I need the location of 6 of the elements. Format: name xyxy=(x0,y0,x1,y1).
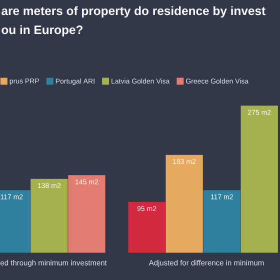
chart-subtitle: ou in Europe? xyxy=(2,25,82,37)
bar xyxy=(68,175,106,253)
bar xyxy=(166,154,203,253)
bar xyxy=(240,106,278,253)
bar xyxy=(128,202,166,253)
chart-title: are meters of property do residence by invest xyxy=(2,6,266,18)
